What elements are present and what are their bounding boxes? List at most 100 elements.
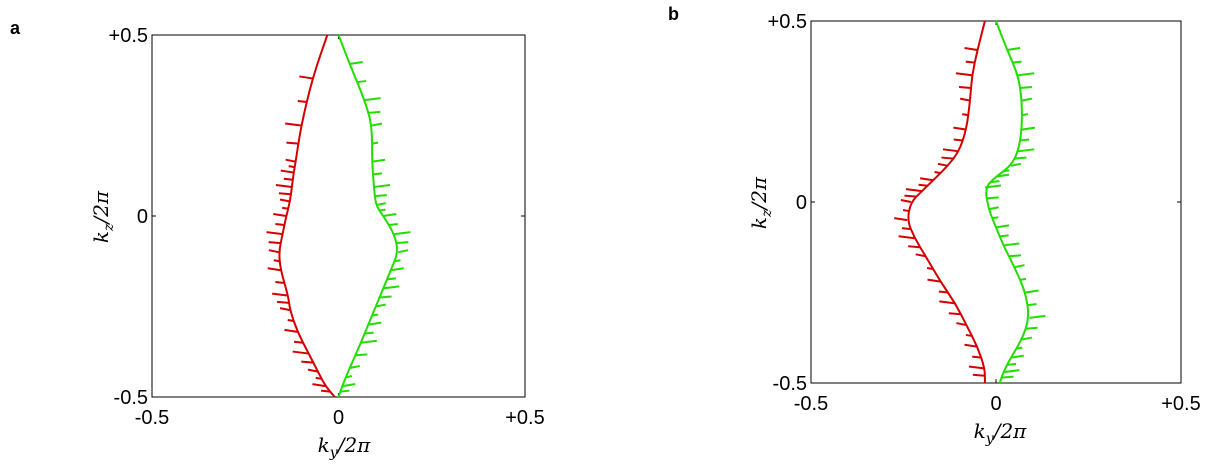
x-tick-label: 0 <box>990 393 1001 415</box>
spin-tick <box>284 328 298 333</box>
spin-tick <box>394 231 411 236</box>
spin-tick <box>988 206 999 211</box>
spin-tick <box>934 171 941 175</box>
spin-tick <box>360 339 378 344</box>
series-line-red <box>907 20 986 383</box>
spin-tick <box>268 241 281 245</box>
spin-tick <box>386 277 397 281</box>
spin-tick <box>342 383 356 388</box>
spin-tick <box>315 376 322 380</box>
spin-tick <box>349 365 360 370</box>
spin-tick <box>397 249 409 254</box>
spin-tick <box>388 223 398 227</box>
spin-tick <box>374 194 387 198</box>
spin-tick <box>379 208 386 212</box>
spin-tick <box>990 180 1000 184</box>
spin-tick <box>288 165 295 169</box>
spin-tick <box>926 266 934 270</box>
spin-tick <box>927 278 941 283</box>
spin-tick <box>995 173 1010 178</box>
x-tick-label: 0 <box>333 407 344 429</box>
spin-tick <box>1001 375 1014 379</box>
spin-tick <box>299 75 313 80</box>
spin-tick <box>371 158 386 163</box>
spin-tick <box>273 259 280 263</box>
spin-tick <box>1029 314 1046 319</box>
spin-tick <box>1019 85 1033 89</box>
spin-tick <box>272 292 289 297</box>
x-axis-label: ky/2π <box>318 433 372 461</box>
chart-panel-b: b -0.5 0 +0.5 -0.5 0 +0.5 ky/2π kz/2π <box>668 4 1201 447</box>
spin-tick <box>901 227 912 231</box>
spin-tick <box>915 253 926 258</box>
spin-tick <box>900 199 912 203</box>
x-tick-label: -0.5 <box>794 393 828 415</box>
spin-tick <box>355 353 368 357</box>
spin-tick <box>1003 242 1020 247</box>
y-tick-label: +0.5 <box>768 11 807 33</box>
panel-label: b <box>668 4 679 24</box>
x-tick-label: -0.5 <box>135 407 169 429</box>
spin-tick <box>908 245 921 249</box>
spin-tick <box>345 375 353 379</box>
spin-tick <box>375 202 386 207</box>
spin-tick <box>383 213 397 217</box>
spin-tick <box>986 196 999 200</box>
spin-tick <box>320 389 331 393</box>
spin-tick <box>368 110 381 114</box>
spin-tick <box>340 389 350 393</box>
x-tick-label: +0.5 <box>1161 393 1200 415</box>
spin-tick <box>375 303 386 308</box>
y-axis-label: kz/2π <box>89 190 117 243</box>
spin-tick <box>396 241 409 245</box>
spin-tick <box>962 113 969 117</box>
spin-tick <box>283 177 293 181</box>
spin-tick <box>1006 46 1021 51</box>
spin-tick <box>357 80 367 84</box>
spin-tick <box>279 307 291 312</box>
spin-tick <box>371 122 383 127</box>
spin-tick <box>275 184 292 189</box>
series-line-green <box>337 34 398 398</box>
spin-tick <box>275 223 285 227</box>
spin-tick <box>972 355 982 359</box>
chart-panel-a: a -0.5 0 +0.5 -0.5 0 +0.5 ky/2π kz/2π <box>10 18 545 461</box>
spin-tick <box>307 368 319 373</box>
spin-tick <box>992 216 999 220</box>
spin-tick <box>371 141 379 145</box>
spin-tick <box>1021 113 1029 117</box>
spin-tick <box>364 331 374 335</box>
spin-tick <box>972 373 985 377</box>
spin-tick <box>312 383 326 388</box>
spin-tick <box>1027 303 1037 307</box>
spin-tick <box>268 249 280 254</box>
spin-tick <box>394 259 401 263</box>
spin-tick <box>999 234 1009 238</box>
y-tick-label: -0.5 <box>114 387 148 409</box>
x-tick-label: +0.5 <box>505 407 544 429</box>
spin-tick <box>293 340 304 344</box>
spin-tick <box>965 333 973 337</box>
spin-tick <box>297 99 307 103</box>
spin-tick <box>368 321 382 326</box>
spin-tick <box>937 162 949 167</box>
spin-tick <box>919 177 934 182</box>
spin-tick <box>301 360 314 364</box>
spin-tick <box>1021 336 1033 341</box>
spin-tick <box>286 141 299 145</box>
spin-tick <box>372 172 383 176</box>
spin-tick <box>965 60 975 64</box>
spin-tick <box>953 126 967 131</box>
spin-tick <box>267 267 281 272</box>
spin-tick <box>390 267 404 272</box>
spin-tick <box>1014 156 1027 160</box>
spin-tick <box>1021 126 1036 131</box>
spin-tick <box>292 350 309 355</box>
spin-tick <box>955 72 973 77</box>
spin-tick <box>287 318 294 322</box>
spin-tick <box>1019 138 1030 142</box>
spin-tick <box>379 295 392 299</box>
spin-tick <box>280 169 294 174</box>
spin-tick <box>285 158 296 163</box>
spin-tick <box>942 148 960 153</box>
